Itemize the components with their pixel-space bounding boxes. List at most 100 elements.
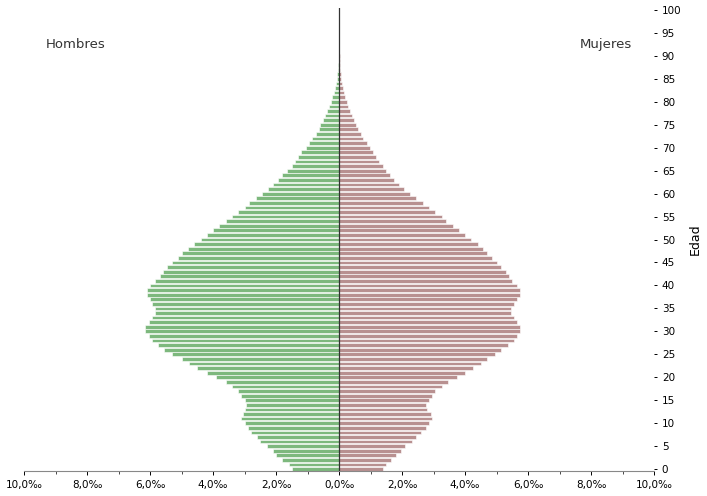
Bar <box>194 242 339 246</box>
Bar <box>155 307 339 310</box>
Bar <box>152 339 339 342</box>
Bar <box>339 435 416 439</box>
Bar <box>327 109 339 113</box>
Bar <box>339 247 482 250</box>
Bar <box>226 219 339 223</box>
Bar <box>338 63 339 67</box>
Bar <box>319 127 339 131</box>
Bar <box>339 105 348 108</box>
Bar <box>292 164 339 168</box>
Bar <box>339 205 429 209</box>
Bar <box>332 95 339 99</box>
Bar <box>245 421 339 425</box>
Bar <box>295 160 339 163</box>
Bar <box>152 302 339 306</box>
Bar <box>339 408 427 411</box>
Bar <box>201 238 339 242</box>
Bar <box>339 311 511 315</box>
Bar <box>262 192 339 195</box>
Bar <box>282 174 339 177</box>
Bar <box>339 316 514 319</box>
Bar <box>339 72 341 76</box>
Bar <box>339 238 472 242</box>
Bar <box>339 178 395 182</box>
Bar <box>339 453 396 457</box>
Bar <box>188 247 339 250</box>
Bar <box>339 127 358 131</box>
Bar <box>172 353 339 356</box>
Bar <box>339 265 501 269</box>
Bar <box>335 86 339 90</box>
Bar <box>339 251 487 255</box>
Bar <box>339 371 465 374</box>
Bar <box>339 403 426 407</box>
Bar <box>331 100 339 104</box>
Bar <box>146 325 339 329</box>
Bar <box>315 132 339 136</box>
Bar <box>339 201 423 205</box>
Bar <box>273 449 339 453</box>
Bar <box>339 100 346 104</box>
Bar <box>339 389 436 393</box>
Bar <box>245 408 339 411</box>
Bar <box>339 458 391 462</box>
Bar <box>298 155 339 159</box>
Bar <box>339 183 399 186</box>
Bar <box>339 224 452 228</box>
Bar <box>339 164 382 168</box>
Bar <box>339 68 340 71</box>
Bar <box>163 270 339 274</box>
Bar <box>226 380 339 384</box>
Bar <box>339 215 442 218</box>
Bar <box>339 380 448 384</box>
Bar <box>339 95 345 99</box>
Bar <box>339 288 520 292</box>
Bar <box>337 72 339 76</box>
Bar <box>339 431 421 434</box>
Bar <box>278 178 339 182</box>
Bar <box>238 389 339 393</box>
Bar <box>267 444 339 448</box>
Bar <box>312 136 339 140</box>
Bar <box>147 288 339 292</box>
Bar <box>339 233 465 237</box>
Bar <box>339 357 487 361</box>
Bar <box>207 233 339 237</box>
Bar <box>339 426 426 430</box>
Bar <box>339 160 380 163</box>
Bar <box>243 412 339 416</box>
Bar <box>339 421 429 425</box>
Bar <box>339 114 352 118</box>
Bar <box>339 192 410 195</box>
Bar <box>256 196 339 200</box>
Bar <box>339 132 361 136</box>
Bar <box>339 118 354 122</box>
Bar <box>339 196 416 200</box>
Bar <box>339 279 513 283</box>
Bar <box>339 339 514 342</box>
Bar <box>320 123 339 126</box>
Bar <box>339 307 511 310</box>
Bar <box>339 141 366 145</box>
Bar <box>339 375 457 379</box>
Bar <box>164 348 339 352</box>
Bar <box>146 329 339 333</box>
Bar <box>339 325 520 329</box>
Bar <box>339 146 370 150</box>
Bar <box>160 274 339 278</box>
Bar <box>339 123 356 126</box>
Bar <box>150 297 339 301</box>
Bar <box>339 334 518 338</box>
Bar <box>182 251 339 255</box>
Bar <box>339 467 383 471</box>
Bar <box>323 118 339 122</box>
Bar <box>247 426 339 430</box>
Bar <box>268 187 339 191</box>
Bar <box>339 302 514 306</box>
Bar <box>339 439 411 443</box>
Bar <box>339 150 373 154</box>
Bar <box>148 320 339 324</box>
Bar <box>339 362 481 366</box>
Bar <box>306 146 339 150</box>
Bar <box>338 68 339 71</box>
